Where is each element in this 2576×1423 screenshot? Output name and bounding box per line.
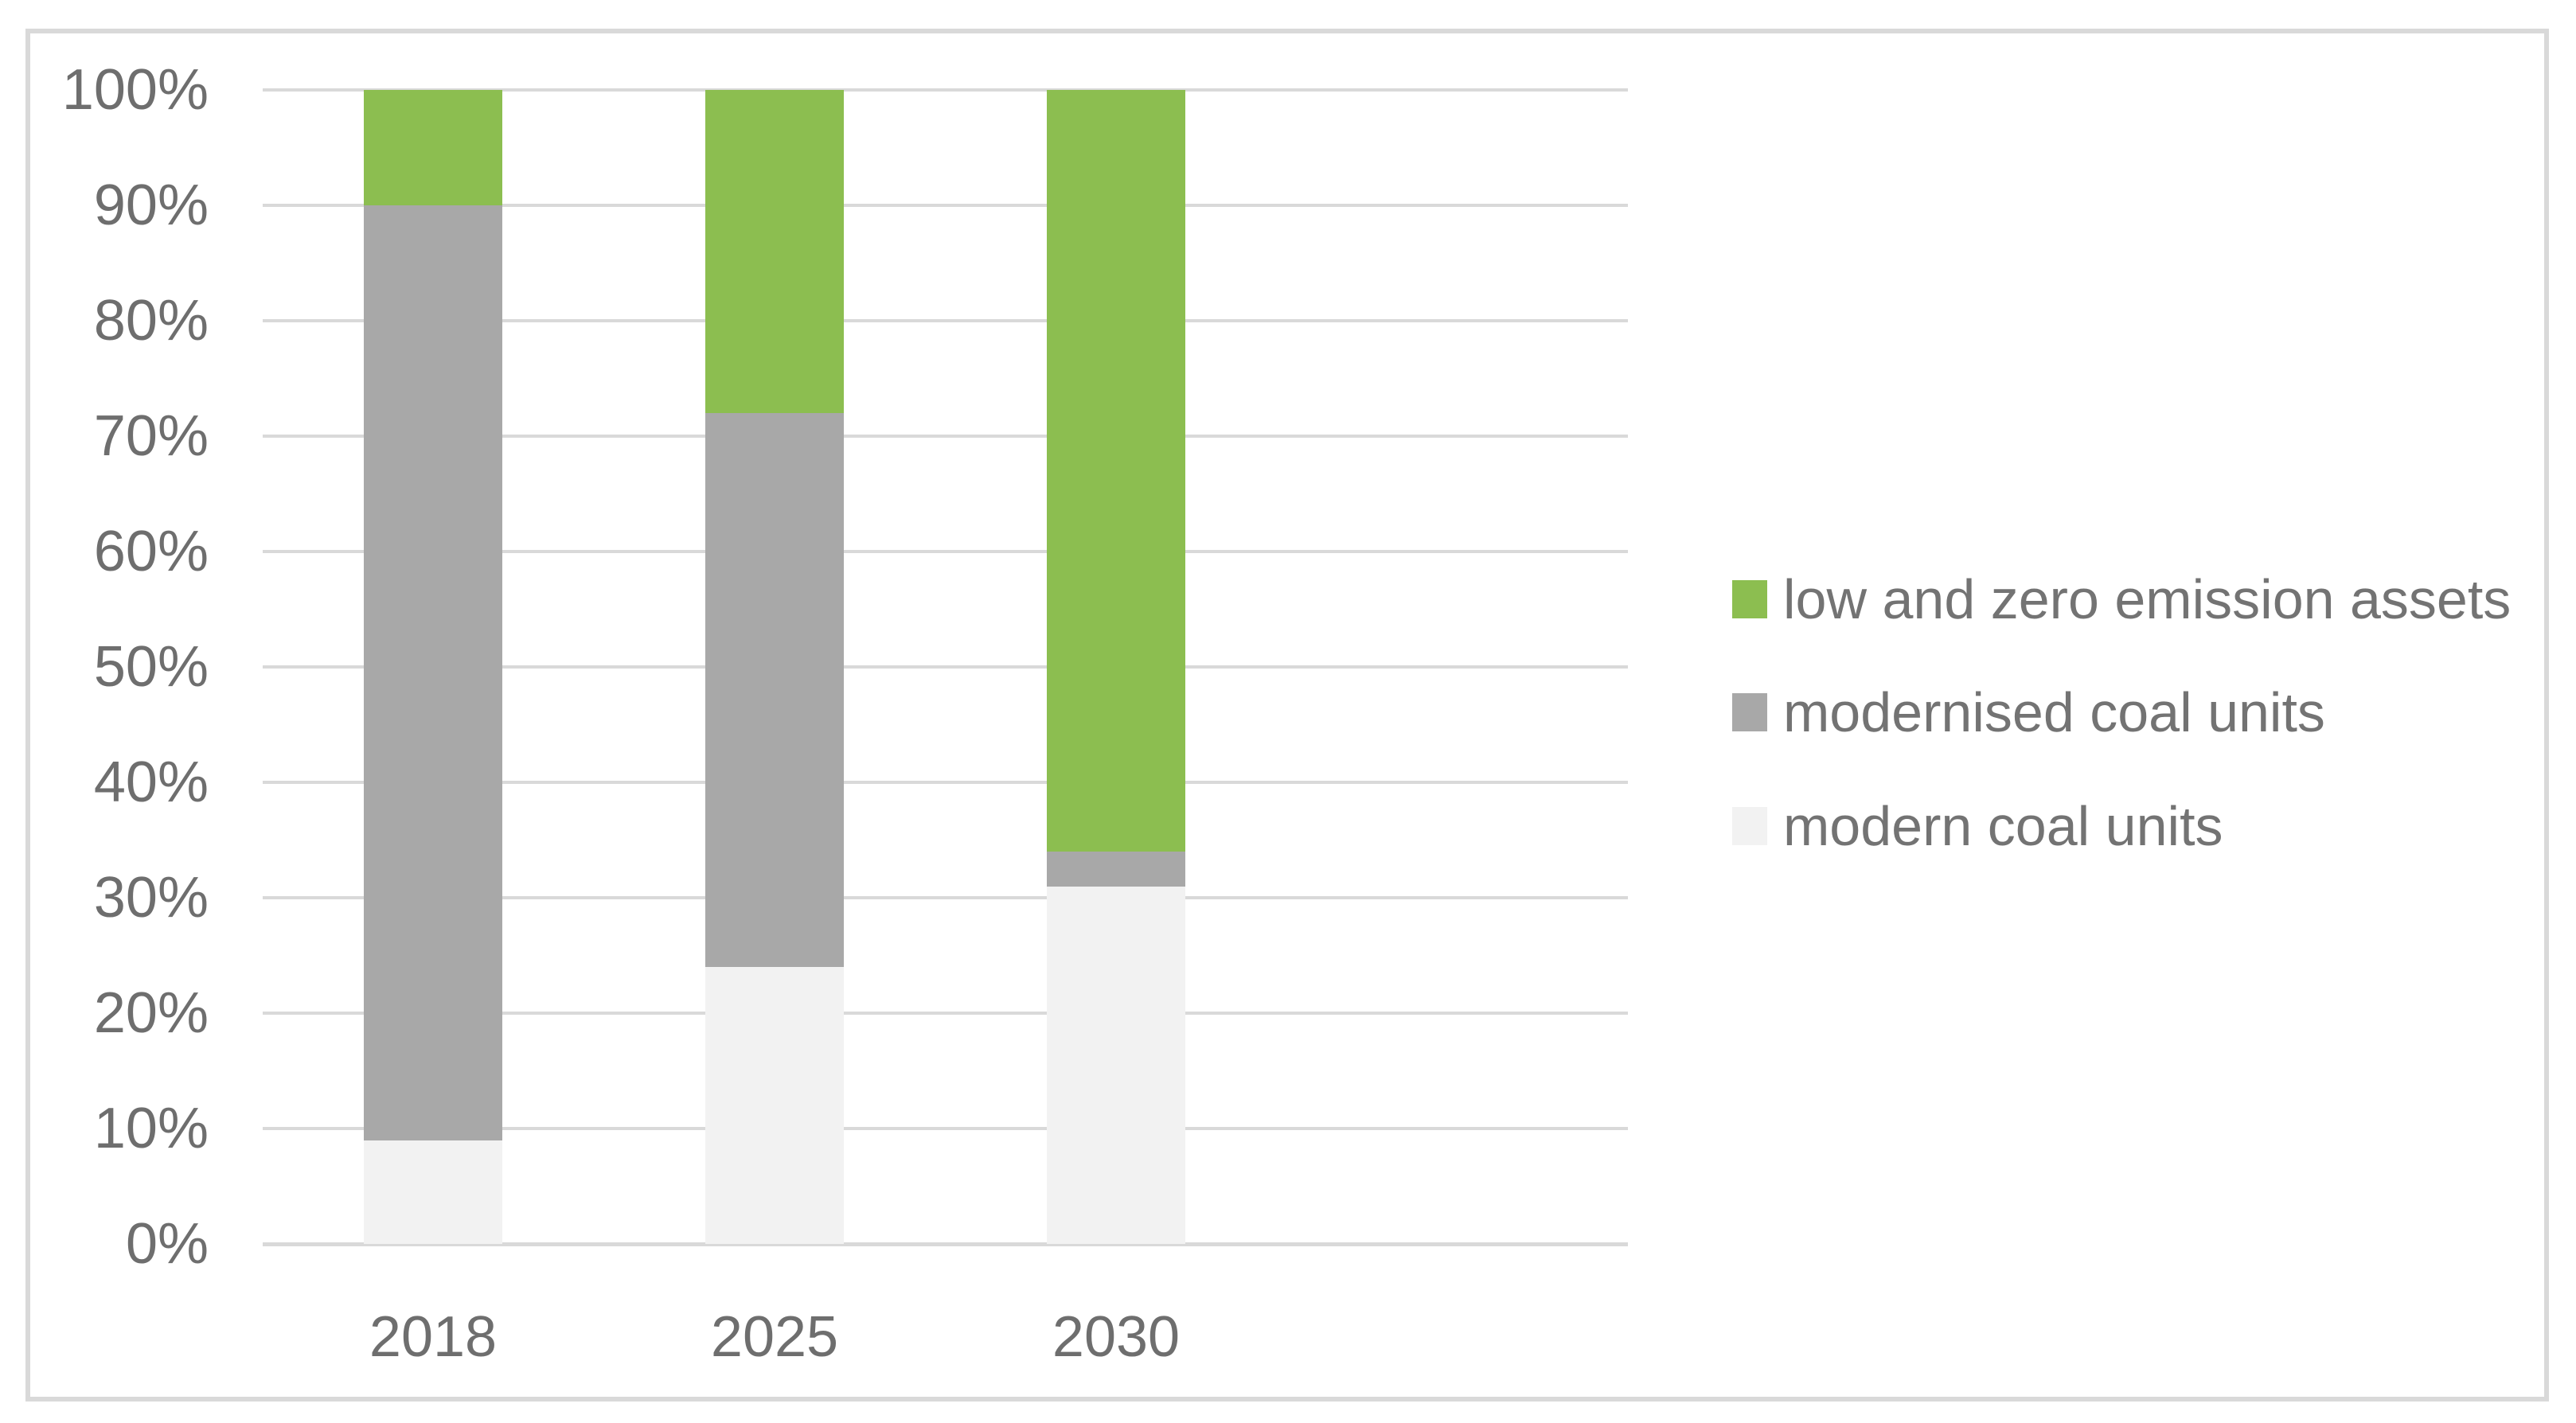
y-tick-label-100%: 100% (61, 58, 209, 122)
gridline-30% (263, 896, 1628, 899)
legend-item-low-and-zero-emission-assets: low and zero emission assets (1732, 559, 2511, 639)
bar-segment-2025-low-and-zero-emission-assets (705, 90, 844, 413)
y-tick-label-40%: 40% (93, 750, 209, 814)
bar-segment-2018-modernised-coal-units (364, 205, 502, 1140)
y-tick-label-30%: 30% (93, 866, 209, 930)
x-label-2030: 2030 (1052, 1305, 1181, 1369)
plot-area (263, 88, 1628, 1246)
gridline-50% (263, 665, 1628, 669)
gridline-70% (263, 435, 1628, 438)
legend-item-modern-coal-units: modern coal units (1732, 786, 2223, 866)
gridline-0% (263, 1242, 1628, 1246)
legend-label: low and zero emission assets (1783, 568, 2512, 630)
legend-item-modernised-coal-units: modernised coal units (1732, 673, 2325, 752)
y-tick-label-90%: 90% (93, 173, 209, 237)
y-tick-label-60%: 60% (93, 520, 209, 583)
bar-segment-2030-low-and-zero-emission-assets (1047, 90, 1185, 852)
bar-segment-2025-modern-coal-units (705, 967, 844, 1244)
legend-label: modernised coal units (1783, 681, 2325, 743)
gridline-80% (263, 319, 1628, 322)
legend-swatch-icon (1732, 807, 1767, 845)
gridline-100% (263, 88, 1628, 92)
y-tick-label-50%: 50% (93, 635, 209, 699)
gridline-10% (263, 1127, 1628, 1130)
y-tick-label-80%: 80% (93, 289, 209, 353)
y-tick-label-10%: 10% (93, 1097, 209, 1160)
gridline-90% (263, 204, 1628, 207)
y-tick-label-20%: 20% (93, 981, 209, 1045)
bar-segment-2030-modernised-coal-units (1047, 852, 1185, 887)
bar-segment-2018-modern-coal-units (364, 1140, 502, 1244)
x-label-2025: 2025 (710, 1305, 839, 1369)
bar-segment-2018-low-and-zero-emission-assets (364, 90, 502, 205)
gridline-20% (263, 1012, 1628, 1015)
bar-2030 (1047, 90, 1185, 1244)
bar-segment-2025-modernised-coal-units (705, 413, 844, 967)
legend-label: modern coal units (1783, 795, 2223, 857)
bar-segment-2030-modern-coal-units (1047, 886, 1185, 1244)
legend-swatch-icon (1732, 693, 1767, 731)
bar-2018 (364, 90, 502, 1244)
bar-2025 (705, 90, 844, 1244)
legend-swatch-icon (1732, 580, 1767, 618)
y-tick-label-70%: 70% (93, 404, 209, 468)
gridline-40% (263, 781, 1628, 784)
x-label-2018: 2018 (369, 1305, 498, 1369)
y-tick-label-0%: 0% (125, 1212, 209, 1276)
gridline-60% (263, 550, 1628, 553)
